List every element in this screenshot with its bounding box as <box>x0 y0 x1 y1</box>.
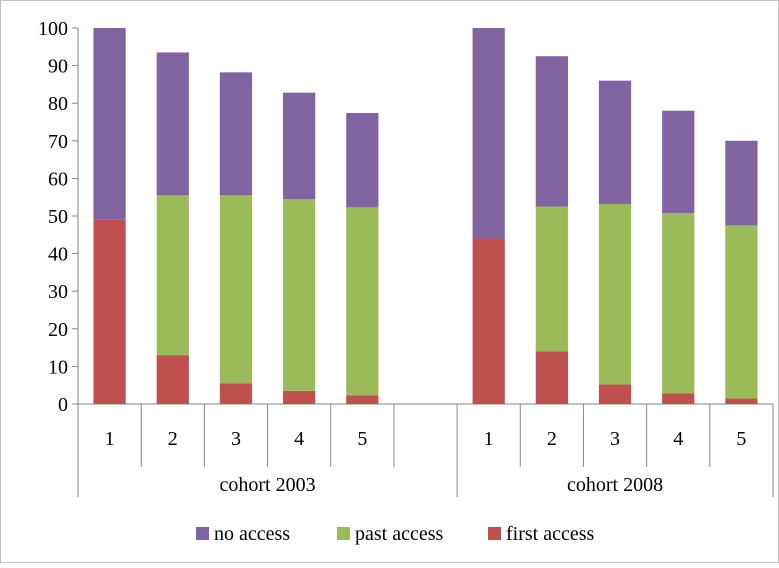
x-tick-label: 2 <box>547 428 557 450</box>
bar-segment <box>346 112 379 208</box>
bar-segment <box>472 28 505 239</box>
y-tick-label: 10 <box>48 356 68 378</box>
bar-segment <box>283 92 316 200</box>
y-tick-label: 40 <box>48 244 68 266</box>
x-tick-label: 4 <box>673 428 683 450</box>
bar-segment <box>725 398 758 404</box>
bar-segment <box>725 225 758 399</box>
bar-segment <box>662 212 695 394</box>
y-tick-label: 30 <box>48 281 68 303</box>
group-label: cohort 2008 <box>567 474 663 496</box>
y-tick-label: 80 <box>48 93 68 115</box>
bar-segment <box>93 28 126 220</box>
bar-segment <box>156 195 189 356</box>
y-tick-label: 50 <box>48 206 68 228</box>
bar-segment <box>662 110 695 213</box>
y-tick-label: 0 <box>58 394 68 416</box>
x-tick-label: 3 <box>610 428 620 450</box>
bar-segment <box>662 393 695 404</box>
bar-segment <box>219 195 253 384</box>
legend-swatch <box>488 527 501 540</box>
bar-segment <box>472 238 505 404</box>
legend: no access past access first access <box>196 523 595 545</box>
y-tick-label: 90 <box>48 56 68 78</box>
legend-swatch <box>196 527 209 540</box>
bar-segment <box>535 206 568 352</box>
bar-segment <box>346 207 379 396</box>
bar-segment <box>283 199 316 391</box>
bar-segment <box>219 383 253 404</box>
bar-segment <box>219 72 253 196</box>
bar-segment <box>156 355 189 404</box>
bar-segment <box>598 80 632 204</box>
bar-segment <box>156 52 189 196</box>
bar-segment <box>283 390 316 404</box>
legend-label: first access <box>506 523 595 545</box>
bar-segment <box>598 203 632 385</box>
bar-segment <box>93 219 126 404</box>
y-tick-label: 60 <box>48 168 68 190</box>
bar-segment <box>535 351 568 404</box>
bar-segment <box>346 395 379 404</box>
legend-swatch <box>337 527 350 540</box>
x-tick-label: 1 <box>105 428 115 450</box>
bar-segment <box>725 140 758 226</box>
x-tick-label: 2 <box>168 428 178 450</box>
bar-segment <box>535 56 568 207</box>
x-tick-label: 4 <box>294 428 304 450</box>
bars <box>93 28 758 404</box>
legend-label: no access <box>214 523 290 545</box>
x-tick-label: 5 <box>357 428 367 450</box>
axes: 0 10 20 30 40 50 60 70 80 90 100 1 2 3 4 5 1 2 3 4 5 cohort 2… <box>38 18 774 497</box>
x-tick-label: 1 <box>484 428 494 450</box>
bar-segment <box>598 384 632 404</box>
legend-label: past access <box>355 523 444 545</box>
y-tick-label: 70 <box>48 131 68 153</box>
y-tick-label: 100 <box>38 18 68 40</box>
group-label: cohort 2003 <box>219 474 315 496</box>
x-tick-label: 3 <box>231 428 241 450</box>
x-tick-label: 5 <box>736 428 746 450</box>
y-tick-label: 20 <box>48 319 68 341</box>
